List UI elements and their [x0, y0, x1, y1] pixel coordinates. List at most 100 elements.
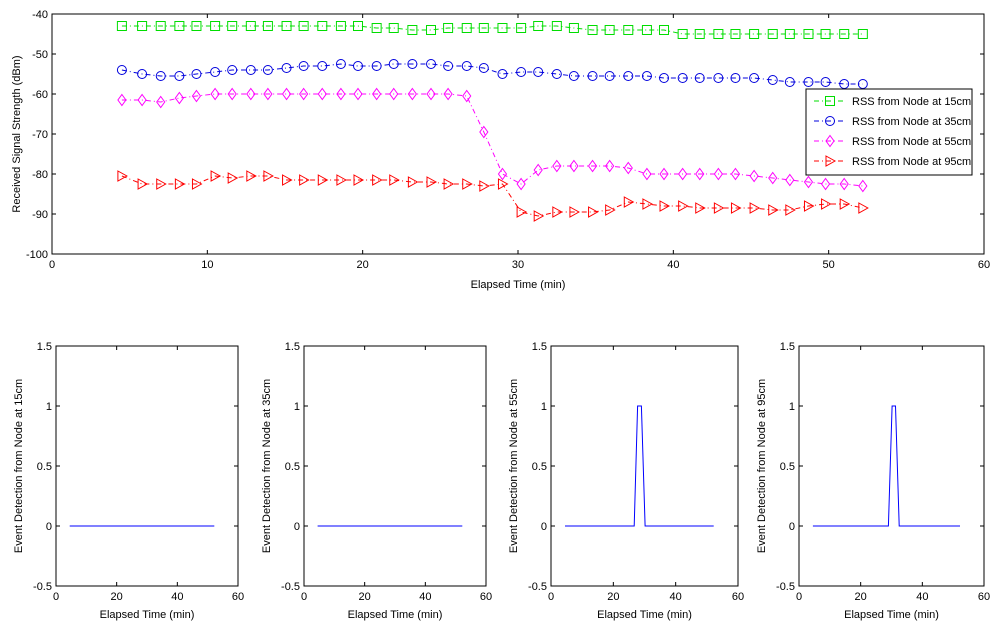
data-point — [659, 25, 670, 35]
data-point — [479, 180, 490, 192]
event-3-y-tick-label: 1 — [541, 401, 547, 413]
data-point — [730, 167, 741, 181]
event-2-x-tick-label: 0 — [301, 591, 307, 603]
series-95cm — [117, 170, 869, 222]
legend-entry-95cm: RSS from Node at 95cm — [814, 155, 971, 168]
event-4-x-tick-label: 20 — [855, 591, 867, 603]
data-point — [353, 21, 364, 31]
data-point — [497, 23, 508, 33]
data-point — [227, 65, 238, 75]
legend-marker-55cm — [814, 134, 846, 148]
event-1-x-tick-label: 60 — [232, 591, 244, 603]
data-point — [353, 61, 364, 71]
data-point — [155, 71, 166, 81]
event-detection-chart-15cm: 0 20 40 60-0.500.511.5 Elapsed Time (min) E… — [13, 341, 244, 621]
data-point — [227, 172, 239, 184]
data-point — [713, 29, 724, 39]
data-point — [371, 61, 382, 71]
event-2-y-tick-label: 1 — [294, 401, 300, 413]
data-point — [784, 29, 795, 39]
data-point — [262, 65, 273, 75]
data-point — [388, 59, 399, 69]
data-point — [299, 174, 310, 186]
event-4-y-tick-label: -0.5 — [776, 581, 795, 593]
data-point — [749, 169, 759, 183]
legend-entry-35cm: RSS from Node at 35cm — [814, 116, 971, 128]
event-1-y-tick-label: -0.5 — [33, 581, 52, 593]
rss-y-tick-label: -50 — [32, 49, 48, 61]
event-4-y-tick-label: 0 — [789, 521, 795, 533]
data-point — [137, 178, 149, 190]
event-1-axes-box — [55, 345, 239, 587]
event-2-x-tick-label: 20 — [359, 591, 371, 603]
data-point — [730, 29, 741, 39]
rss-x-tick-label: 40 — [667, 259, 679, 271]
event-4-y-tick-label: 1 — [789, 401, 795, 413]
series-line — [121, 175, 863, 217]
data-point — [245, 65, 256, 75]
rss-y-tick-label: -40 — [32, 9, 48, 21]
data-point — [478, 63, 489, 73]
data-point — [137, 69, 148, 79]
data-point — [281, 63, 292, 73]
rss-y-tick-label: -80 — [32, 169, 48, 181]
legend-entry-55cm: RSS from Node at 55cm — [814, 134, 971, 148]
data-point — [372, 174, 383, 186]
data-point — [336, 174, 347, 186]
data-point — [642, 198, 653, 210]
data-point — [713, 202, 725, 214]
event-plot-area-35cm: 0 20 40 60-0.500.511.5 — [281, 341, 492, 603]
legend-label-95cm: RSS from Node at 95cm — [852, 156, 971, 168]
series-line — [121, 63, 863, 85]
event-y-axis-title-95cm: Event Detection from Node at 95cm — [756, 379, 768, 553]
event-3-x-tick-label: 60 — [732, 591, 744, 603]
event-2-y-tick-label: 0 — [294, 521, 300, 533]
data-point — [426, 59, 437, 69]
data-point — [191, 89, 202, 103]
data-point — [820, 177, 831, 191]
data-point — [155, 21, 166, 31]
event-detection-chart-35cm: 0 20 40 60-0.500.511.5 Elapsed Time (min) E… — [261, 341, 492, 621]
event-series-line — [812, 405, 960, 527]
event-1-y-tick-label: 0 — [46, 521, 52, 533]
rss-chart: 0 10 20 30 40 50 60 -100 -90 -80 -70 -60 -50 -40 Elap… — [11, 9, 990, 291]
data-point — [156, 95, 166, 109]
event-2-x-tick-label: 60 — [480, 591, 492, 603]
data-point — [210, 67, 221, 77]
data-point — [694, 73, 705, 83]
rss-x-tick-label: 0 — [49, 259, 55, 271]
event-1-y-tick-label: 0.5 — [37, 461, 52, 473]
rss-x-tick-label: 20 — [357, 259, 369, 271]
rss-y-tick-label: -70 — [32, 129, 48, 141]
data-point — [587, 71, 598, 81]
data-point — [281, 87, 292, 101]
data-point — [820, 29, 831, 39]
data-point — [659, 73, 670, 83]
data-point — [461, 23, 472, 33]
data-point — [803, 77, 814, 87]
data-point — [317, 21, 328, 31]
data-point — [461, 61, 472, 71]
event-detection-chart-95cm: 0 20 40 60-0.500.511.5 Elapsed Time (min) E… — [756, 341, 990, 621]
data-point — [857, 29, 868, 39]
legend-label-15cm: RSS from Node at 15cm — [852, 96, 971, 108]
event-1-y-tick-label: 1.5 — [37, 341, 52, 353]
data-point — [246, 87, 256, 101]
event-series-line — [565, 405, 714, 527]
data-point — [768, 204, 779, 216]
rss-x-tick-label: 50 — [823, 259, 835, 271]
data-point — [588, 206, 599, 218]
data-point — [552, 206, 563, 218]
data-point — [298, 21, 309, 31]
data-point — [407, 87, 417, 101]
legend-marker — [825, 116, 835, 126]
data-point — [552, 159, 562, 173]
rss-y-tick-label: -90 — [32, 209, 48, 221]
data-point — [497, 178, 509, 190]
legend-label-55cm: RSS from Node at 55cm — [852, 136, 971, 148]
data-point — [568, 23, 579, 33]
event-4-x-tick-label: 0 — [796, 591, 802, 603]
data-point — [497, 69, 508, 79]
data-point — [623, 25, 634, 35]
event-1-y-tick-label: 1 — [46, 401, 52, 413]
